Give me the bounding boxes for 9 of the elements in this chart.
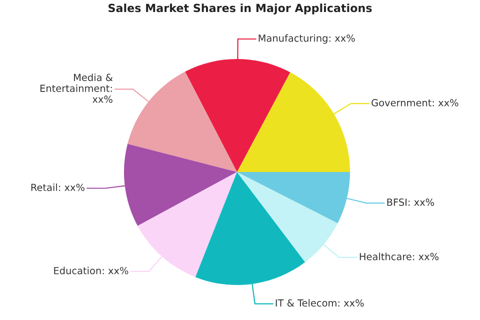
slice-label: IT & Telecom: xx% [276, 299, 364, 307]
slice-label: Media & Entertainment: xx% [40, 74, 113, 103]
chart-title: Sales Market Shares in Major Applications [108, 4, 372, 14]
slice-label: Retail: xx% [31, 184, 84, 192]
slice-label: Education: xx% [54, 266, 128, 274]
slice-label: BFSI: xx% [387, 198, 434, 206]
slice-label: Manufacturing: xx% [258, 34, 355, 44]
slice-label: Healthcare: xx% [360, 252, 439, 260]
slice-label: Government: xx% [372, 99, 458, 106]
